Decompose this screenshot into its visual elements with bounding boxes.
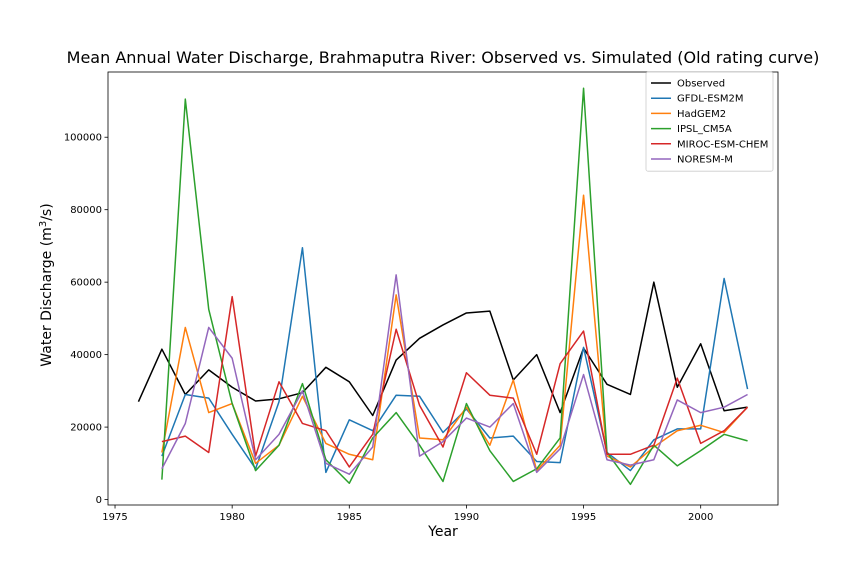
x-tick-label: 1985: [337, 512, 362, 523]
legend-label: GFDL-ESM2M: [677, 94, 744, 105]
chart-title: Mean Annual Water Discharge, Brahmaputra…: [67, 48, 820, 67]
y-axis: 0 20000 40000 60000 80000 100000: [64, 133, 108, 506]
y-axis-label-superscript: 3: [38, 221, 49, 227]
legend-label: MIROC-ESM-CHEM: [677, 139, 768, 150]
legend-label: HadGEM2: [677, 109, 726, 120]
x-tick-label: 1990: [454, 512, 479, 523]
y-tick-label: 20000: [70, 423, 102, 434]
series-line-noresm-m: [161, 274, 748, 475]
plot-area: 1975 1980 1985 1990 1995 2000 0 20000 40000 6000…: [64, 71, 779, 523]
series-line-gfdl-esm2m: [161, 246, 749, 474]
y-tick-label: 40000: [70, 350, 102, 361]
axes-frame: [107, 71, 779, 506]
legend-label: IPSL_CM5A: [677, 124, 732, 135]
y-tick-label: 0: [96, 495, 102, 506]
x-tick-label: 1995: [571, 512, 596, 523]
legend-label: Observed: [677, 79, 725, 90]
y-axis-label: Water Discharge (m3/s): [38, 203, 56, 366]
y-axis-label-end: /s): [39, 203, 55, 220]
x-axis: 1975 1980 1985 1990 1995 2000: [102, 505, 713, 523]
y-tick-label: 60000: [70, 278, 102, 289]
series-line-miroc-esm-chem: [161, 295, 749, 468]
x-axis-label: Year: [427, 524, 458, 540]
legend-label: NORESM-M: [677, 155, 733, 166]
x-tick-label: 2000: [688, 512, 713, 523]
y-axis-label-main: Water Discharge (m: [39, 227, 55, 367]
legend-box: [645, 71, 774, 172]
x-tick-label: 1980: [219, 512, 244, 523]
y-tick-label: 80000: [70, 205, 102, 216]
y-tick-label: 100000: [64, 133, 102, 144]
legend: Observed GFDL-ESM2M HadGEM2 IPSL_CM5A MIROC-…: [645, 71, 774, 172]
series-line-ipsl-cm5a: [161, 87, 748, 486]
series-lines: [137, 87, 749, 486]
x-tick-label: 1975: [102, 512, 127, 523]
